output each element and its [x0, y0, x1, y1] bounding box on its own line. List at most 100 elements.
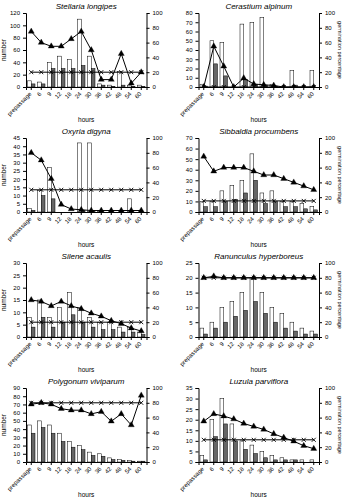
- y-tick: 20: [186, 66, 199, 72]
- tick-label: 25: [13, 273, 20, 279]
- tick-label: 36: [266, 215, 275, 224]
- x-tick: 6: [36, 87, 43, 97]
- y-tick: 80: [147, 400, 160, 406]
- bar: [210, 322, 214, 337]
- tick-mark: [131, 87, 132, 90]
- line: [31, 189, 141, 190]
- line: [204, 276, 314, 277]
- line: [31, 72, 141, 73]
- tick-label: 24: [246, 465, 255, 474]
- x-axis-title: hours: [78, 241, 95, 248]
- marker-triangle: [68, 302, 74, 307]
- tick-mark: [23, 275, 26, 276]
- tick-label: 15: [13, 185, 20, 191]
- tick-label: 42: [276, 340, 285, 349]
- tick-label: 9: [218, 340, 225, 347]
- y-tick: 90: [13, 385, 26, 391]
- tick-label: 30: [256, 215, 265, 224]
- marker-x: [252, 199, 256, 203]
- line-series: [202, 199, 316, 203]
- tick-label: 12: [226, 215, 235, 224]
- tick-mark: [273, 212, 274, 215]
- tick-label: 60: [153, 290, 160, 296]
- marker-x: [222, 199, 226, 203]
- plot-area: [200, 273, 318, 337]
- bar: [28, 209, 32, 212]
- tick-mark: [223, 462, 224, 465]
- bar: [68, 441, 72, 462]
- tick-mark: [51, 212, 52, 215]
- x-tick: prepassage: [179, 462, 206, 492]
- tick-label: prepassage: [179, 340, 206, 367]
- tick-label: 0: [189, 84, 193, 90]
- bar: [230, 424, 234, 462]
- marker-x: [89, 320, 93, 324]
- tick-label: 100: [325, 10, 336, 16]
- marker-triangle: [78, 407, 84, 412]
- marker-triangle: [231, 83, 237, 87]
- tick-mark: [273, 337, 274, 340]
- tick-mark: [101, 462, 102, 465]
- bar: [118, 460, 122, 462]
- x-tick: prepassage: [179, 337, 206, 367]
- tick-mark: [319, 197, 322, 198]
- x-tick: 9: [46, 337, 53, 347]
- bar: [111, 330, 115, 337]
- y-axis: 05101520253035: [186, 385, 199, 465]
- y-axis-title: number: [0, 38, 7, 61]
- tick-label: 0: [189, 334, 193, 340]
- tick-label: 18: [236, 340, 245, 349]
- tick-label: 18: [64, 90, 73, 99]
- axis-line: [320, 14, 323, 88]
- marker-triangle: [261, 171, 267, 176]
- marker-triangle: [88, 46, 94, 51]
- tick-label: 10: [186, 75, 193, 81]
- bar: [294, 331, 298, 337]
- tick-label: 12: [54, 90, 63, 99]
- panel: prepassage691218243036424854600510152025…: [0, 127, 163, 248]
- marker-triangle: [241, 420, 247, 425]
- tick-label: 80: [325, 150, 332, 156]
- tick-label: 60: [306, 90, 315, 99]
- marker-triangle: [128, 80, 134, 85]
- axis-line: [27, 88, 148, 91]
- tick-label: 20: [153, 445, 160, 451]
- tick-label: 12: [226, 465, 235, 474]
- axis-line: [199, 213, 320, 216]
- tick-label: 6: [36, 465, 43, 472]
- tick-mark: [313, 337, 314, 340]
- marker-triangle: [241, 164, 247, 169]
- bar-series: [31, 65, 145, 87]
- bar: [310, 460, 314, 462]
- bar: [78, 143, 82, 212]
- tick-label: 30: [13, 160, 20, 166]
- tick-label: 60: [134, 215, 143, 224]
- marker-triangle: [251, 81, 257, 86]
- tick-label: 20: [186, 417, 193, 423]
- bar: [234, 316, 238, 337]
- y2-axis: 020406080100: [319, 135, 336, 215]
- tick-mark: [23, 163, 26, 164]
- marker-x: [109, 188, 113, 192]
- y-tick: 60: [13, 47, 26, 53]
- x-tick: 9: [218, 87, 225, 97]
- marker-triangle: [108, 76, 114, 81]
- marker-triangle: [118, 50, 124, 55]
- tick-label: 54: [296, 90, 305, 99]
- bar: [300, 204, 304, 212]
- marker-triangle: [251, 274, 257, 279]
- tick-mark: [196, 13, 199, 14]
- tick-mark: [147, 418, 150, 419]
- bar: [274, 322, 278, 337]
- bar-series: [200, 18, 314, 87]
- bar: [108, 85, 112, 87]
- marker-triangle: [201, 83, 207, 87]
- axis-line: [23, 14, 27, 88]
- tick-mark: [196, 41, 199, 42]
- tick-mark: [61, 87, 62, 90]
- bar: [240, 441, 244, 462]
- tick-mark: [233, 337, 234, 340]
- y-tick: 15: [13, 297, 26, 303]
- x-tick: 42: [104, 337, 113, 350]
- tick-mark: [31, 337, 32, 340]
